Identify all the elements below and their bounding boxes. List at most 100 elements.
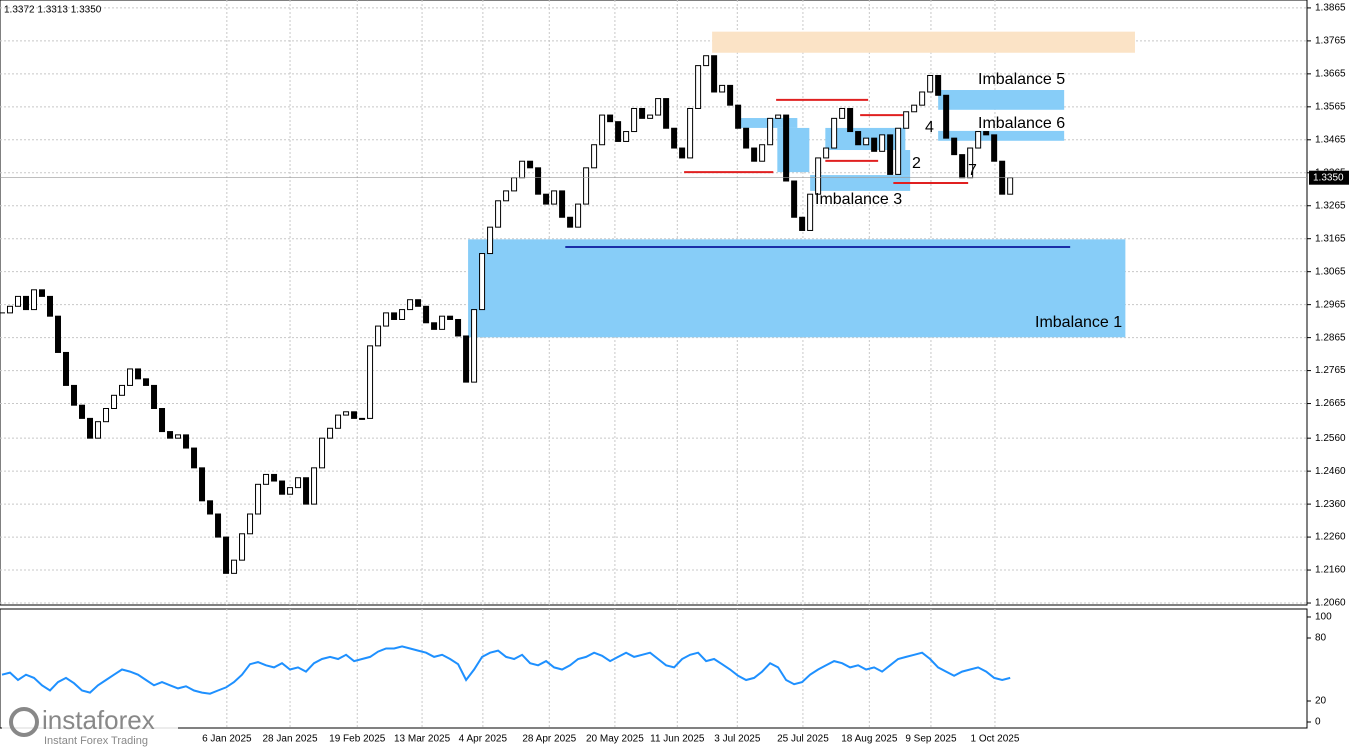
watermark: instaforex Instant Forex Trading xyxy=(2,705,178,747)
candle xyxy=(679,147,686,159)
candle xyxy=(703,55,710,67)
candle xyxy=(351,411,358,419)
candle xyxy=(511,177,518,192)
candle xyxy=(799,216,806,231)
candle xyxy=(655,98,662,116)
candle xyxy=(1007,177,1014,195)
candle xyxy=(527,160,534,169)
candle xyxy=(543,193,550,205)
candle xyxy=(119,384,126,396)
candle xyxy=(31,289,38,311)
candle xyxy=(319,437,326,469)
candle xyxy=(399,309,406,320)
candle xyxy=(71,384,78,406)
y-tick-label: 1.2765 xyxy=(1315,365,1346,376)
zone-label: Imbalance 1 xyxy=(1035,314,1122,331)
zone xyxy=(468,239,1126,338)
candle xyxy=(591,144,598,169)
y-tick-label: 1.2160 xyxy=(1315,565,1346,576)
y-tick-label: 1.3865 xyxy=(1315,3,1346,14)
point-label: 7 xyxy=(968,162,977,179)
candle xyxy=(439,315,446,330)
zone xyxy=(938,130,1065,141)
candle xyxy=(295,477,302,489)
y-tick-label: 0 xyxy=(1315,717,1321,728)
candle xyxy=(87,417,94,439)
y-tick-label: 1.3565 xyxy=(1315,101,1346,112)
candle xyxy=(671,127,678,149)
y-tick-label: 1.2560 xyxy=(1315,433,1346,444)
brand: instaforex xyxy=(42,705,155,735)
candle xyxy=(239,533,246,561)
candle xyxy=(575,203,582,228)
candle xyxy=(879,134,886,152)
x-tick-label: 6 Jan 2025 xyxy=(202,734,252,745)
candle xyxy=(135,368,142,380)
zone xyxy=(777,127,810,173)
candle xyxy=(191,447,198,469)
candle xyxy=(375,325,382,347)
candle xyxy=(143,378,150,386)
candle xyxy=(311,467,318,505)
x-tick-label: 28 Apr 2025 xyxy=(522,734,576,745)
candle xyxy=(887,134,894,175)
candle xyxy=(359,417,366,420)
zone xyxy=(938,90,1065,110)
candle xyxy=(271,473,278,482)
candle xyxy=(663,98,670,129)
zone-label: Imbalance 5 xyxy=(978,71,1065,88)
candle xyxy=(815,157,822,195)
candle xyxy=(711,55,718,93)
candle xyxy=(15,295,22,307)
candle xyxy=(759,144,766,162)
y-tick-label: 1.2665 xyxy=(1315,398,1346,409)
candle xyxy=(47,295,54,317)
y-tick-label: 1.3665 xyxy=(1315,68,1346,79)
candle xyxy=(847,107,854,133)
candle xyxy=(167,431,174,439)
candle xyxy=(911,104,918,113)
candle xyxy=(551,190,558,205)
candle xyxy=(919,91,926,106)
indicator-line xyxy=(1,645,1011,695)
y-tick-label: 1.2260 xyxy=(1315,532,1346,543)
candle xyxy=(783,114,790,182)
candle xyxy=(567,216,574,228)
candle xyxy=(103,407,110,423)
candle xyxy=(743,127,750,149)
candle xyxy=(23,295,30,311)
candle xyxy=(367,345,374,419)
candle xyxy=(831,117,838,149)
candle xyxy=(727,84,734,106)
x-tick-label: 13 Mar 2025 xyxy=(394,734,451,745)
candle xyxy=(95,421,102,439)
x-tick-label: 18 Aug 2025 xyxy=(841,734,898,745)
candle xyxy=(983,131,990,136)
candle xyxy=(751,147,758,162)
x-tick-label: 11 Jun 2025 xyxy=(650,734,705,745)
candle xyxy=(823,147,830,159)
candle xyxy=(583,167,590,205)
candle xyxy=(127,368,134,386)
candle xyxy=(927,75,934,93)
y-tick-label: 1.3465 xyxy=(1315,134,1346,145)
candle xyxy=(991,134,998,162)
ohlc-header: 1.3372 1.3313 1.3350 xyxy=(4,5,102,16)
candle xyxy=(223,536,230,574)
candle xyxy=(175,434,182,439)
candle xyxy=(215,513,222,538)
candle xyxy=(231,559,238,574)
candle xyxy=(383,312,390,327)
candle xyxy=(79,404,86,419)
candle xyxy=(839,107,846,119)
x-tick-label: 28 Jan 2025 xyxy=(263,734,318,745)
candle xyxy=(391,312,398,320)
x-tick-label: 9 Sep 2025 xyxy=(905,734,957,745)
candle xyxy=(639,107,646,119)
candle xyxy=(55,315,62,353)
y-tick-label: 1.2060 xyxy=(1315,598,1346,609)
candle xyxy=(111,394,118,409)
candle xyxy=(463,335,470,383)
candle xyxy=(447,315,454,320)
candle xyxy=(687,107,694,159)
